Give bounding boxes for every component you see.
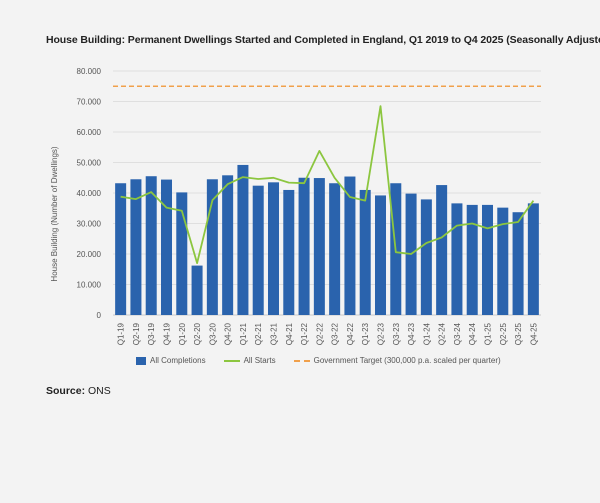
legend-label-target: Government Target (300,000 p.a. scaled p… — [313, 356, 501, 365]
x-tick-label: Q2-20 — [193, 322, 202, 345]
completions-bar — [451, 203, 463, 315]
completions-bar — [420, 199, 432, 315]
y-tick-label: 40.000 — [77, 189, 102, 198]
completions-bar — [497, 207, 509, 315]
x-tick-label: Q2-25 — [499, 322, 508, 345]
x-tick-label: Q3-24 — [453, 322, 462, 345]
x-tick-label: Q4-22 — [346, 322, 355, 345]
completions-bar — [512, 212, 524, 315]
y-tick-label: 70.000 — [77, 98, 102, 107]
completions-bar — [115, 183, 127, 315]
completions-bar — [160, 179, 173, 315]
completions-bar — [298, 177, 310, 315]
x-tick-label: Q3-25 — [514, 322, 523, 345]
x-tick-label: Q1-22 — [300, 322, 309, 345]
x-tick-label: Q1-21 — [239, 322, 248, 345]
x-tick-label: Q4-23 — [407, 322, 416, 345]
x-tick-label: Q3-22 — [331, 322, 340, 345]
completions-bar — [252, 185, 264, 315]
completions-bar — [176, 192, 188, 315]
completions-bar — [267, 182, 280, 315]
completions-bar — [436, 185, 448, 315]
completions-bar — [527, 203, 539, 315]
x-tick-label: Q1-24 — [422, 322, 431, 345]
x-tick-label: Q4-19 — [163, 322, 172, 345]
x-tick-label: Q2-23 — [377, 322, 386, 345]
completions-bar — [313, 178, 325, 315]
y-axis-title: House Building (Number of Dwellings) — [50, 146, 59, 282]
legend-label-completions: All Completions — [150, 356, 206, 365]
x-tick-label: Q4-20 — [224, 322, 233, 345]
x-tick-label: Q4-25 — [529, 322, 538, 345]
completions-bar — [374, 195, 387, 315]
source-label: Source: — [46, 385, 86, 397]
x-tick-label: Q1-23 — [361, 322, 370, 345]
legend-swatch-target — [293, 359, 310, 362]
x-tick-label: Q3-20 — [208, 322, 217, 345]
legend-item-target: Government Target (300,000 p.a. scaled p… — [293, 356, 501, 365]
x-tick-label: Q1-19 — [117, 322, 126, 345]
completions-bar — [481, 204, 494, 315]
completions-bar — [283, 189, 295, 315]
completions-bar — [329, 183, 341, 315]
x-tick-label: Q4-21 — [285, 322, 294, 345]
completions-bar — [344, 176, 356, 315]
x-tick-label: Q1-25 — [484, 322, 493, 345]
legend-item-completions: All Completions — [136, 356, 206, 365]
x-tick-label: Q3-21 — [270, 322, 279, 345]
completions-bars — [115, 164, 539, 315]
completions-bar — [191, 265, 203, 315]
y-tick-label: 30.000 — [77, 220, 102, 229]
completions-bar — [237, 164, 249, 315]
legend-swatch-starts — [223, 359, 240, 362]
y-tick-label: 80.000 — [77, 67, 102, 76]
x-tick-label: Q3-19 — [147, 322, 156, 345]
x-tick-label: Q4-24 — [468, 322, 477, 345]
x-tick-label: Q2-24 — [438, 322, 447, 345]
completions-bar — [466, 204, 478, 315]
y-tick-label: 50.000 — [77, 159, 102, 168]
x-tick-label: Q2-19 — [132, 322, 141, 345]
x-tick-label: Q1-20 — [178, 322, 187, 345]
y-tick-label: 60.000 — [77, 128, 102, 137]
legend-item-starts: All Starts — [223, 356, 276, 365]
source-text: ONS — [88, 385, 111, 397]
y-tick-label: 0 — [97, 311, 102, 320]
legend: All Completions All Starts Government Ta… — [136, 356, 519, 365]
chart-title: House Building: Permanent Dwellings Star… — [46, 34, 600, 46]
x-axis-ticks: Q1-19 Q2-19 Q3-19 Q4-19 Q1-20 Q2-20 Q3-20 Q4-20… — [117, 322, 539, 345]
completions-bar — [145, 176, 157, 315]
starts-line — [120, 105, 535, 265]
x-tick-label: Q2-22 — [315, 322, 324, 345]
completions-bar — [222, 175, 234, 315]
y-axis-ticks: 0 10.000 20.000 30.000 40.000 50.000 60.000 70.… — [77, 67, 102, 320]
x-tick-label: Q2-21 — [254, 322, 263, 345]
y-tick-label: 10.000 — [77, 281, 102, 290]
source-note: Source: ONS — [46, 385, 111, 397]
starts-series-line — [120, 105, 535, 265]
y-tick-label: 20.000 — [77, 250, 102, 259]
x-tick-label: Q3-23 — [392, 322, 401, 345]
completions-bar — [359, 189, 371, 315]
completions-bar — [206, 179, 218, 315]
legend-swatch-completions — [136, 356, 146, 365]
completions-bar — [130, 179, 142, 315]
legend-label-starts: All Starts — [243, 356, 276, 365]
